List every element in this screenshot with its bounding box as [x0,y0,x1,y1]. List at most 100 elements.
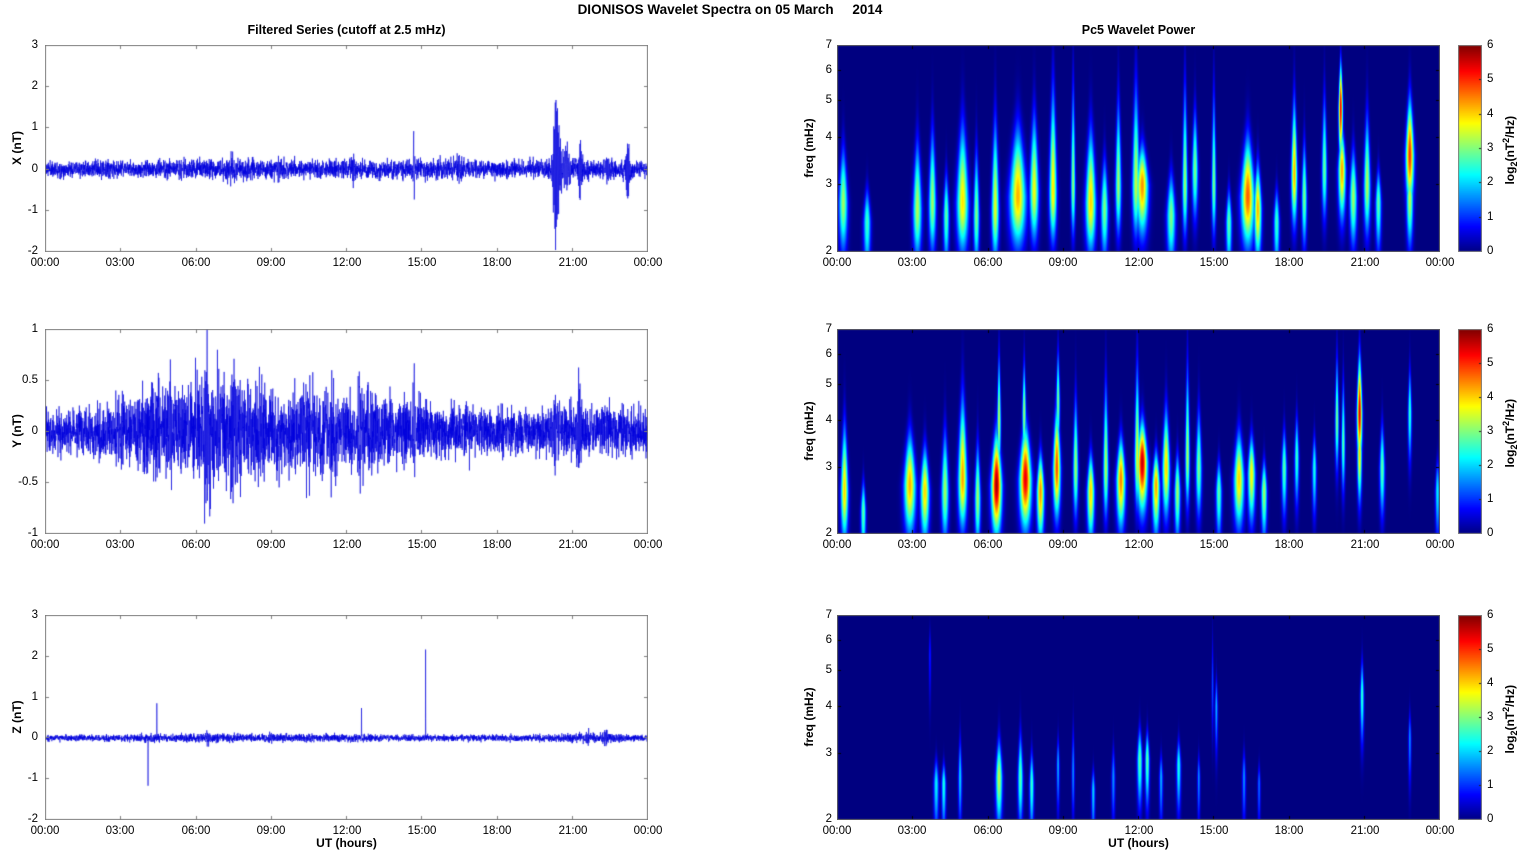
x-tick-label: 09:00 [1048,539,1078,551]
freq-tick-label: 5 [825,663,832,676]
colorbar-tick-label: 3 [1487,425,1494,437]
freq-tick-label: 6 [825,634,832,647]
y-tick-label: -2 [27,245,38,257]
y-tick-label: 1 [31,121,38,134]
freq-tick-label: 7 [825,609,832,621]
y-tick-label: 0 [31,162,38,175]
x-tick-label: 00:00 [30,825,60,837]
colorbar-tick-label: 2 [1487,459,1494,471]
colorbar-tick-label: 2 [1487,176,1494,189]
x-tick-label: 18:00 [482,257,512,269]
x-series-plot [45,45,648,252]
y-axis-label-z: Z (nT) [10,700,24,734]
x-tick-label: 12:00 [332,257,362,269]
x-tick-label: 21:00 [558,825,588,837]
x-tick-label: 00:00 [633,825,663,837]
x-tick-label: 00:00 [822,539,852,551]
colorbar-x [1458,45,1482,252]
x-tick-label: 09:00 [256,825,286,837]
x-tick-label: 21:00 [1350,825,1380,837]
colorbar-tick-label: 4 [1487,107,1494,120]
y-tick-label: 0 [31,425,38,437]
colorbar-z [1458,615,1482,820]
colorbar-tick-label: 0 [1487,527,1494,539]
colorbar-tick-label: 4 [1487,391,1494,403]
x-tick-label: 06:00 [181,539,211,551]
colorbar-tick-label: 5 [1487,643,1494,655]
y-tick-label: -0.5 [18,476,38,488]
x-tick-label: 06:00 [181,825,211,837]
x-tick-label: 18:00 [1274,257,1304,269]
colorbar-tick-label: 1 [1487,493,1494,505]
x-tick-label: 09:00 [256,539,286,551]
x-tick-label: 03:00 [105,539,135,551]
freq-tick-label: 3 [825,746,832,759]
freq-tick-label: 3 [825,460,832,473]
x-tick-label: 12:00 [1124,257,1154,269]
y-tick-label: -1 [27,203,38,216]
x-tick-label: 06:00 [181,257,211,269]
y-wavelet-spectrogram [837,329,1440,534]
x-tick-label: 03:00 [897,539,927,551]
colorbar-tick-label: 3 [1487,711,1494,723]
x-tick-label: 00:00 [633,257,663,269]
x-tick-label: 15:00 [407,825,437,837]
y-tick-label: -2 [27,813,38,825]
colorbar-tick-label: 0 [1487,813,1494,825]
colorbar-tick-label: 1 [1487,210,1494,223]
x-tick-label: 15:00 [1199,257,1229,269]
left-column-title: Filtered Series (cutoff at 2.5 mHz) [247,23,446,37]
x-tick-label: 09:00 [1048,825,1078,837]
x-tick-label: 15:00 [407,539,437,551]
freq-tick-label: 5 [825,94,832,107]
x-tick-label: 09:00 [1048,257,1078,269]
freq-tick-label: 5 [825,377,832,390]
colorbar-tick-label: 6 [1487,39,1494,51]
colorbar-tick-label: 6 [1487,323,1494,335]
figure-title: DIONISOS Wavelet Spectra on 05 March 201… [577,2,883,17]
colorbar-tick-label: 5 [1487,357,1494,369]
x-tick-label: 21:00 [1350,539,1380,551]
y-tick-label: 3 [31,609,38,621]
y-tick-label: 1 [31,323,38,335]
freq-tick-label: 4 [825,131,832,144]
x-tick-label: 12:00 [1124,825,1154,837]
x-tick-label: 18:00 [482,825,512,837]
x-tick-label: 21:00 [558,539,588,551]
y-tick-label: -1 [27,527,38,539]
x-tick-label: 21:00 [1350,257,1380,269]
y-tick-label: -1 [27,772,38,785]
x-tick-label: 03:00 [897,825,927,837]
x-axis-label-left: UT (hours) [316,836,377,850]
x-tick-label: 18:00 [482,539,512,551]
freq-tick-label: 2 [825,527,832,539]
z-wavelet-spectrogram [837,615,1440,820]
colorbar-tick-label: 2 [1487,745,1494,757]
freq-tick-label: 6 [825,348,832,361]
colorbar-y [1458,329,1482,534]
x-tick-label: 15:00 [1199,539,1229,551]
freq-tick-label: 4 [825,414,832,427]
z-series-plot [45,615,648,820]
y-tick-label: 2 [31,80,38,93]
colorbar-tick-label: 3 [1487,142,1494,154]
x-tick-label: 03:00 [105,257,135,269]
x-tick-label: 09:00 [256,257,286,269]
x-tick-label: 18:00 [1274,539,1304,551]
y-tick-label: 2 [31,649,38,662]
x-tick-label: 00:00 [30,257,60,269]
freq-tick-label: 2 [825,245,832,257]
x-tick-label: 03:00 [105,825,135,837]
x-axis-label-right: UT (hours) [1108,836,1169,850]
x-tick-label: 06:00 [973,539,1003,551]
colorbar-tick-label: 0 [1487,245,1494,257]
y-tick-label: 0 [31,731,38,744]
x-tick-label: 18:00 [1274,825,1304,837]
colorbar-tick-label: 1 [1487,779,1494,791]
x-tick-label: 12:00 [332,539,362,551]
freq-tick-label: 7 [825,39,832,51]
x-tick-label: 00:00 [1425,539,1455,551]
y-series-plot [45,329,648,534]
x-tick-label: 15:00 [407,257,437,269]
freq-tick-label: 6 [825,64,832,77]
